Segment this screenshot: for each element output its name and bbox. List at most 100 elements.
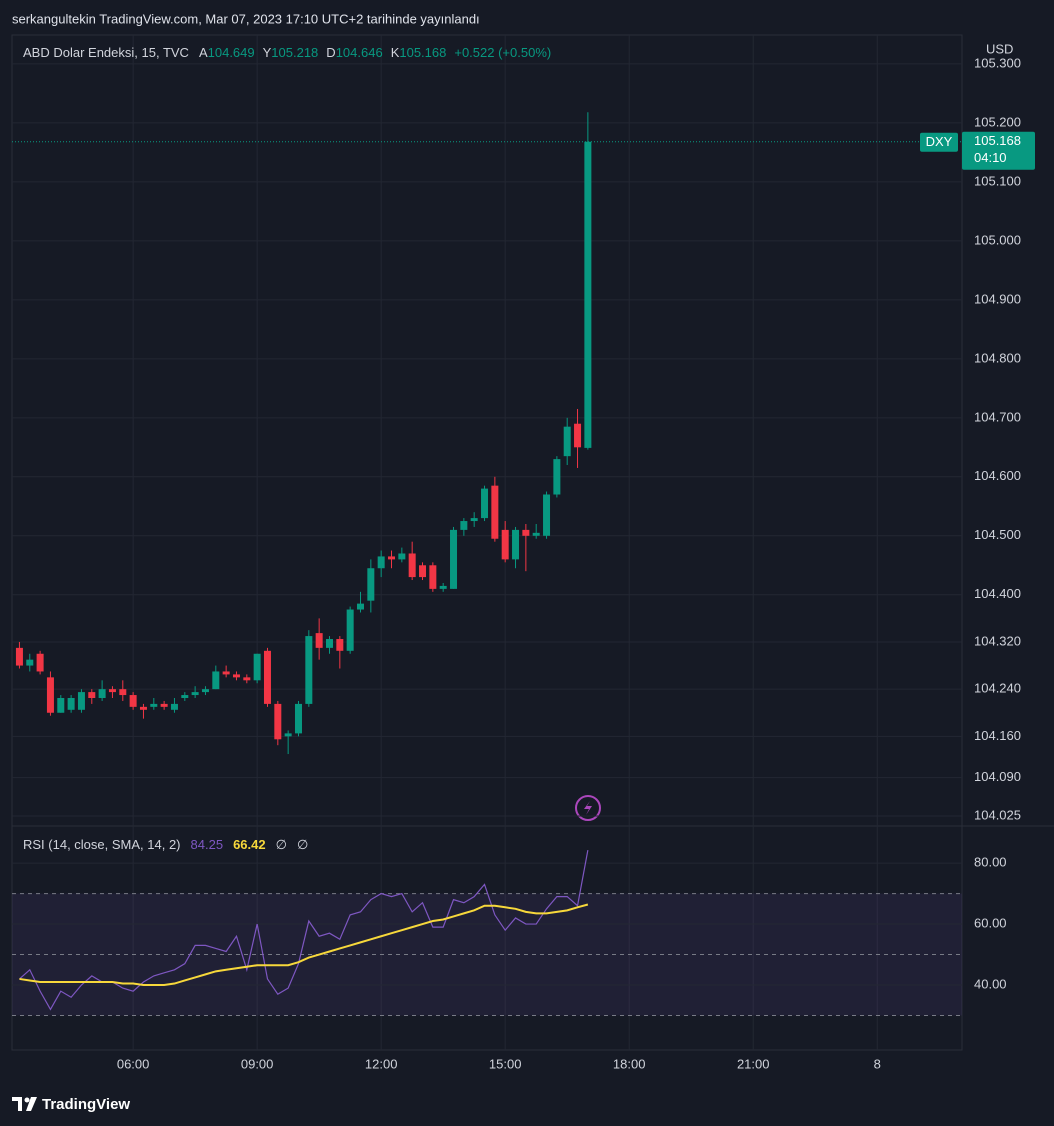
x-tick-label: 06:00	[117, 1056, 150, 1071]
candle-body	[522, 529, 530, 536]
candle-body	[491, 485, 499, 539]
legend-value: 104.646	[336, 45, 383, 60]
candle-body	[36, 653, 44, 672]
legend-change: +0.522 (+0.50%)	[454, 45, 551, 60]
candle-body	[77, 692, 85, 710]
y-tick-label: 104.800	[974, 350, 1021, 365]
candle-body	[170, 703, 178, 710]
candle-body	[315, 633, 323, 648]
candle-body	[356, 603, 364, 610]
candle-body	[129, 695, 137, 707]
candle-body	[398, 553, 406, 560]
candle-body	[377, 556, 385, 569]
legend-value: 105.218	[271, 45, 318, 60]
candle-body	[201, 689, 209, 693]
legend-key: K	[391, 45, 400, 60]
countdown-label: 04:10	[974, 150, 1007, 165]
legend-key: A	[199, 45, 208, 60]
candle-body	[408, 553, 416, 578]
x-tick-label: 21:00	[737, 1056, 770, 1071]
candle-body	[439, 585, 447, 589]
candle-body	[108, 689, 116, 693]
y-tick-label: 104.240	[974, 681, 1021, 696]
candle-body	[284, 733, 292, 737]
y-tick-label: 104.160	[974, 728, 1021, 743]
x-tick-label: 8	[874, 1056, 881, 1071]
candle-body	[325, 639, 333, 648]
rsi-legend: RSI (14, close, SMA, 14, 2) 84.25 66.42 ∅ ∅	[23, 837, 308, 852]
candle-body	[150, 703, 158, 707]
y-tick-label: 105.200	[974, 114, 1021, 129]
lightning-icon	[575, 795, 601, 821]
candle-body	[460, 521, 468, 530]
candle-body	[532, 532, 540, 536]
candle-body	[419, 565, 427, 578]
candle-body	[15, 647, 23, 666]
candle-body	[212, 671, 220, 690]
candle-body	[232, 674, 240, 678]
candle-body	[450, 529, 458, 589]
x-tick-label: 09:00	[241, 1056, 274, 1071]
legend-key: Y	[263, 45, 272, 60]
rsi-legend-extra: ∅	[276, 837, 287, 852]
y-tick-label: 80.00	[974, 855, 1007, 870]
y-tick-label: 105.300	[974, 55, 1021, 70]
header: serkangultekin TradingView.com, Mar 07, …	[12, 11, 480, 26]
axis-unit: USD	[986, 41, 1013, 56]
x-tick-label: 12:00	[365, 1056, 398, 1071]
price-box	[962, 131, 1035, 170]
candle-body	[470, 518, 478, 522]
y-tick-label: 104.320	[974, 633, 1021, 648]
candle-body	[512, 529, 520, 560]
candle-body	[481, 488, 489, 519]
candle-body	[160, 703, 168, 707]
y-tick-label: 40.00	[974, 976, 1007, 991]
candle-body	[67, 698, 75, 710]
symbol-box	[920, 132, 958, 152]
candle-body	[253, 653, 261, 681]
candle-body	[574, 423, 582, 448]
candle-body	[305, 636, 313, 704]
y-tick-label: 104.600	[974, 468, 1021, 483]
candle-body	[367, 568, 375, 601]
candle-body	[243, 677, 251, 681]
candle-body	[388, 556, 396, 560]
candle-body	[46, 677, 54, 713]
candle-body	[191, 692, 199, 696]
y-tick-label: 104.900	[974, 291, 1021, 306]
legend: ABD Dolar Endeksi, 15, TVC A104.649 Y105.2…	[23, 45, 551, 60]
candle-body	[274, 703, 282, 740]
y-tick-label: 105.000	[974, 232, 1021, 247]
logo: TradingView	[12, 1096, 130, 1113]
rsi-line	[19, 903, 589, 987]
y-tick-label: 104.500	[974, 527, 1021, 542]
candle-body	[88, 692, 96, 699]
candle-body	[501, 529, 509, 560]
x-tick-label: 15:00	[489, 1056, 522, 1071]
candle-body	[429, 565, 437, 589]
candle-body	[98, 689, 106, 699]
y-tick-label: 104.700	[974, 409, 1021, 424]
y-tick-label: 104.090	[974, 769, 1021, 784]
rsi-title: RSI (14, close, SMA, 14, 2)	[23, 837, 181, 852]
y-tick-label: 104.400	[974, 586, 1021, 601]
candle-body	[26, 659, 34, 666]
rsi-legend-value: 66.42	[233, 837, 266, 852]
candle-body	[294, 703, 302, 734]
candle-body	[181, 695, 189, 699]
legend-key: D	[326, 45, 335, 60]
candle-body	[263, 650, 271, 704]
candle-body	[57, 698, 65, 713]
legend-value: 105.168	[399, 45, 446, 60]
y-tick-label: 104.025	[974, 807, 1021, 822]
rsi-legend-value: 84.25	[191, 837, 224, 852]
candle-body	[346, 609, 354, 651]
legend-value: 104.649	[208, 45, 255, 60]
candle-body	[584, 141, 592, 448]
candle-body	[222, 671, 230, 675]
candle-body	[553, 459, 561, 495]
candle-body	[336, 639, 344, 651]
